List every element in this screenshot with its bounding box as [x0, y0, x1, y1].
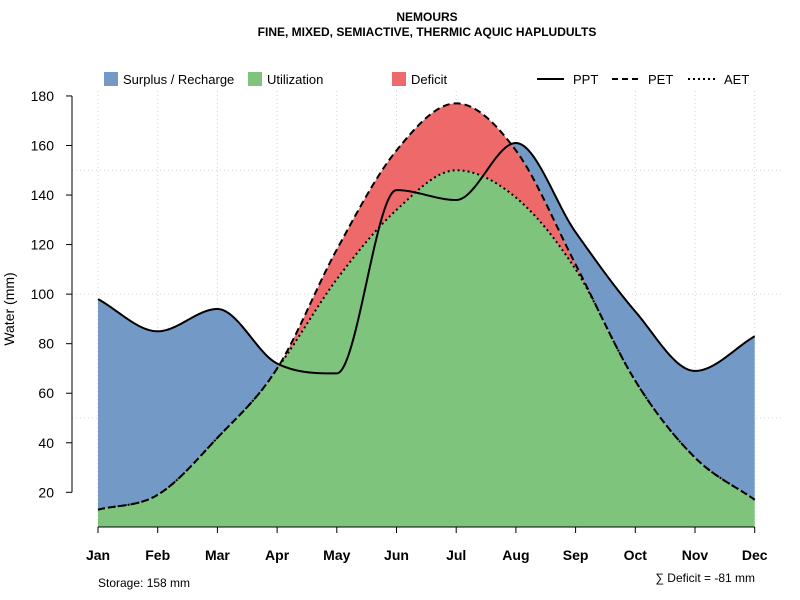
x-tick-label: Oct	[624, 547, 648, 563]
y-tick-label: 80	[38, 336, 54, 352]
deficit-summary: ∑ Deficit = -81 mm	[655, 571, 755, 585]
y-tick-label: 160	[31, 138, 55, 154]
x-tick-label: Jan	[86, 547, 110, 563]
x-tick-label: Dec	[742, 547, 768, 563]
storage-label: Storage: 158 mm	[98, 576, 190, 590]
legend-label-surplus: Surplus / Recharge	[123, 72, 234, 87]
y-tick-label: 180	[31, 88, 55, 104]
chart-title: NEMOURS	[396, 10, 457, 24]
y-axis-label: Water (mm)	[1, 272, 17, 345]
legend-label-utilization: Utilization	[267, 72, 323, 87]
pet-line	[97, 102, 756, 511]
legend-swatch-deficit	[392, 72, 406, 86]
x-tick-label: Jun	[384, 547, 409, 563]
chart-subtitle: FINE, MIXED, SEMIACTIVE, THERMIC AQUIC H…	[258, 25, 597, 39]
legend-swatch-surplus	[104, 72, 118, 86]
x-tick-label: Sep	[563, 547, 589, 563]
x-tick-label: Nov	[682, 547, 709, 563]
legend-label-aet: AET	[724, 72, 749, 87]
areas	[98, 103, 755, 527]
x-tick-label: Mar	[205, 547, 230, 563]
y-tick-label: 140	[31, 187, 55, 203]
ppt-line	[97, 142, 756, 375]
x-tick-label: Apr	[265, 547, 290, 563]
x-tick-label: Aug	[502, 547, 529, 563]
y-tick-label: 120	[31, 237, 55, 253]
y-tick-label: 60	[38, 385, 54, 401]
aet-line	[97, 169, 756, 511]
y-tick-label: 40	[38, 435, 54, 451]
x-tick-label: May	[323, 547, 350, 563]
legend-label-ppt: PPT	[573, 72, 598, 87]
utilization-area	[98, 170, 755, 527]
legend: Surplus / Recharge Utilization Deficit P…	[104, 72, 749, 87]
legend-label-pet: PET	[648, 72, 673, 87]
y-tick-label: 100	[31, 286, 55, 302]
legend-swatch-utilization	[248, 72, 262, 86]
series-lines	[97, 102, 756, 511]
x-tick-label: Feb	[145, 547, 170, 563]
legend-label-deficit: Deficit	[411, 72, 448, 87]
axes: 20 40 60 80 100 120 140 160 180 Jan Feb Mar Apr May Ju…	[31, 88, 768, 563]
surplus-area	[98, 103, 755, 510]
y-tick-label: 20	[38, 484, 54, 500]
x-tick-label: Jul	[446, 547, 466, 563]
